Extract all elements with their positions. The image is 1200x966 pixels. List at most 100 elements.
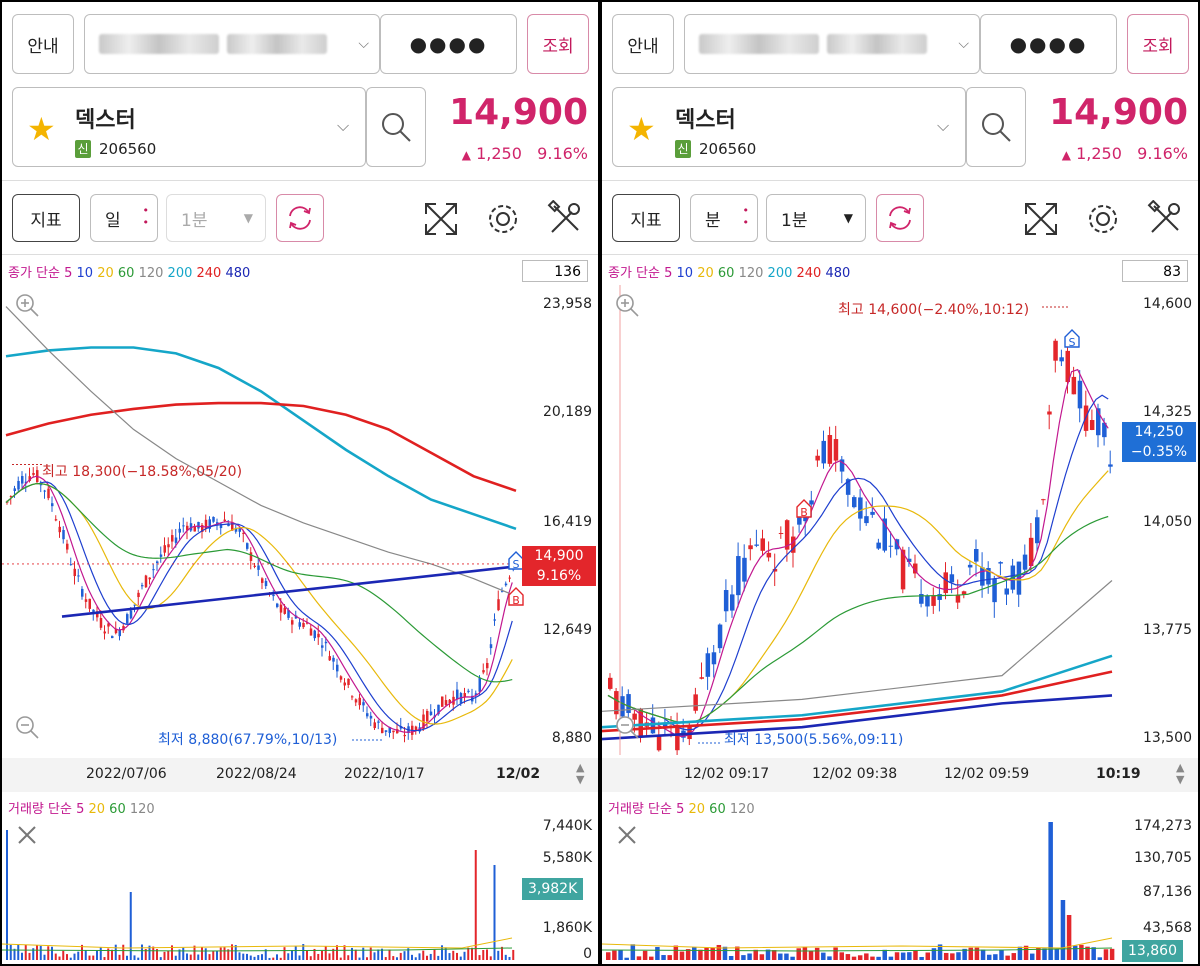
- period-select[interactable]: 분 • •: [690, 194, 758, 242]
- indicator-label: 지표: [630, 210, 662, 231]
- price-chart[interactable]: BS: [2, 285, 598, 755]
- candle-body: [403, 734, 406, 737]
- close-icon[interactable]: [616, 824, 638, 846]
- search-button[interactable]: [366, 87, 426, 167]
- close-icon[interactable]: [16, 824, 38, 846]
- volume-bar: [667, 955, 672, 960]
- indicator-button[interactable]: 지표: [12, 194, 80, 242]
- password-field[interactable]: ●●●●: [980, 14, 1117, 74]
- candle-body: [137, 592, 140, 598]
- candle-body: [392, 730, 395, 733]
- volume-bar: [482, 950, 485, 960]
- volume-bar: [814, 947, 820, 960]
- candle-body: [815, 455, 820, 461]
- fullscreen-icon[interactable]: [422, 200, 460, 238]
- volume-tick: 130,705: [1134, 850, 1192, 866]
- star-favorite-icon[interactable]: ★: [627, 110, 656, 148]
- tag-price: 14,250: [1134, 424, 1184, 440]
- volume-bar: [189, 954, 192, 960]
- ma240-line: [602, 670, 1113, 733]
- candle-body: [58, 526, 61, 533]
- price-change: ▲ 1,250 9.16%: [1062, 144, 1188, 163]
- password-field[interactable]: ●●●●: [380, 14, 517, 74]
- query-button[interactable]: 조회: [1127, 14, 1189, 74]
- candle-body: [156, 561, 159, 564]
- candle-body: [501, 590, 504, 592]
- volume-bar: [870, 956, 875, 960]
- account-select[interactable]: ⌵: [684, 14, 980, 74]
- candle-body: [88, 598, 91, 609]
- zoom-out-icon[interactable]: [14, 714, 40, 740]
- fullscreen-icon[interactable]: [1022, 200, 1060, 238]
- volume-bar: [13, 948, 16, 960]
- high-price-label: 최고 14,600(−2.40%,10:12): [838, 302, 1030, 318]
- interval-select[interactable]: 1분 ▼: [766, 194, 866, 242]
- candle-body: [852, 497, 857, 508]
- zoom-in-icon[interactable]: [14, 292, 40, 318]
- candle-body: [343, 682, 346, 686]
- volume-tick: 7,440K: [542, 818, 592, 834]
- candle-body: [279, 604, 283, 613]
- candle-body: [441, 696, 444, 707]
- volume-bar: [426, 955, 428, 960]
- volume-bar: [291, 950, 293, 960]
- volume-tick: 43,568: [1143, 920, 1192, 936]
- volume-bar: [287, 953, 290, 960]
- stock-code: 206560: [699, 140, 757, 158]
- volume-bar: [1079, 944, 1084, 960]
- tools-icon[interactable]: [546, 200, 584, 238]
- candle-body: [298, 622, 301, 627]
- candle-body: [249, 552, 253, 561]
- candle-body: [1035, 517, 1040, 544]
- volume-bar: [88, 955, 91, 960]
- current-price: 14,900: [449, 92, 588, 133]
- refresh-button[interactable]: [876, 194, 924, 242]
- stock-selector[interactable]: ★ 덱스터 신 206560 ⌵: [612, 87, 966, 167]
- ma480-line: [602, 694, 1113, 741]
- query-button[interactable]: 조회: [527, 14, 589, 74]
- volume-bar: [167, 950, 170, 960]
- volume-bar: [381, 948, 383, 960]
- candle-body: [1071, 376, 1077, 395]
- candle-body: [1004, 588, 1009, 595]
- star-favorite-icon[interactable]: ★: [27, 110, 56, 148]
- zoom-out-icon[interactable]: [614, 714, 640, 740]
- volume-bar: [1023, 945, 1029, 960]
- volume-chart[interactable]: [602, 820, 1198, 964]
- period-select[interactable]: 일 • •: [90, 194, 158, 242]
- zoom-in-icon[interactable]: [614, 292, 640, 318]
- volume-bar: [937, 944, 943, 960]
- ma-line: [607, 470, 1109, 724]
- gear-icon[interactable]: [484, 200, 522, 238]
- search-button[interactable]: [966, 87, 1026, 167]
- candle-count[interactable]: 136: [522, 260, 588, 282]
- volume-chart[interactable]: [2, 820, 598, 964]
- candle-body: [1059, 357, 1064, 362]
- interval-select[interactable]: 1분 ▼: [166, 194, 266, 242]
- gear-icon[interactable]: [1084, 200, 1122, 238]
- stock-selector[interactable]: ★ 덱스터 신 206560 ⌵: [12, 87, 366, 167]
- volume-ma-line: [2, 937, 513, 949]
- candle-body: [69, 564, 73, 566]
- refresh-button[interactable]: [276, 194, 324, 242]
- account-select[interactable]: ⌵: [84, 14, 380, 74]
- price-chart[interactable]: BS: [602, 285, 1198, 755]
- guide-button[interactable]: 안내: [612, 14, 674, 74]
- resize-handle-icon[interactable]: ▲ ▼: [576, 761, 585, 786]
- guide-button[interactable]: 안내: [12, 14, 74, 74]
- candle-body: [351, 696, 354, 698]
- candle-body: [178, 528, 181, 533]
- volume-bar: [279, 957, 282, 960]
- resize-handle-icon[interactable]: ▲ ▼: [1176, 761, 1185, 786]
- indicator-button[interactable]: 지표: [612, 194, 680, 242]
- candle-body: [998, 562, 1003, 564]
- period-label: 분: [705, 210, 721, 231]
- volume-legend-label: 거래량 단순: [8, 802, 72, 817]
- tools-icon[interactable]: [1146, 200, 1184, 238]
- candle-count[interactable]: 83: [1122, 260, 1188, 282]
- candle-body: [377, 721, 380, 723]
- candle-body: [186, 525, 189, 531]
- volume-bar: [358, 957, 361, 960]
- candle-body: [474, 693, 478, 696]
- volume-bar: [28, 952, 31, 960]
